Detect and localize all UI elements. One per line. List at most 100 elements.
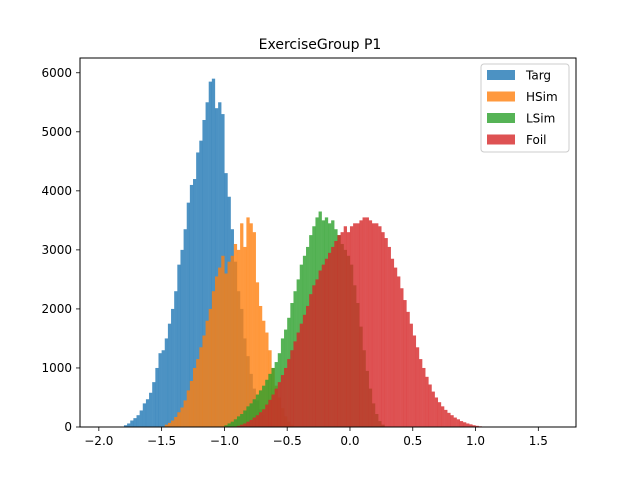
histogram-bar [136, 415, 140, 427]
histogram-bar [193, 179, 197, 427]
histogram-bar [246, 406, 250, 427]
histogram-bar [158, 353, 162, 427]
histogram-bar [224, 273, 228, 427]
histogram-bar [262, 409, 266, 427]
legend-box [480, 63, 570, 153]
histogram-bar [293, 341, 297, 427]
histogram-bar [249, 403, 253, 427]
histogram-bar [230, 255, 234, 427]
histogram-bar [425, 376, 429, 427]
histogram-bar [262, 320, 266, 427]
histogram-bar [415, 347, 420, 427]
histogram-bar [287, 359, 291, 427]
legend: Targ HSim LSim Foil [480, 63, 570, 153]
histogram-bar [437, 402, 442, 427]
histogram-bar [431, 391, 435, 427]
histogram-bar [205, 320, 209, 427]
histogram-bar [193, 367, 197, 427]
histogram-bar [180, 407, 184, 427]
histogram-bar [240, 414, 244, 427]
histogram-bar [177, 412, 181, 427]
histogram-bar [450, 415, 454, 427]
histogram-bar [268, 399, 272, 427]
histogram-bar [284, 367, 288, 427]
histogram-bar [189, 380, 194, 427]
histogram-bar [312, 285, 316, 427]
histogram-bar [469, 424, 473, 427]
histogram-bar [236, 416, 241, 427]
histogram-bar [321, 264, 326, 427]
histogram-bar [174, 416, 178, 427]
y-tick-label: 4000 [41, 184, 72, 198]
histogram-bar [174, 291, 178, 427]
histogram-bar [249, 419, 253, 427]
histogram-bar [199, 140, 203, 427]
histogram-bar [328, 252, 332, 427]
legend-item-foil: Foil [487, 133, 546, 147]
y-tick-label: 6000 [41, 66, 72, 80]
histogram-bar [233, 243, 238, 427]
histogram-bar [211, 291, 216, 427]
histogram-bar [441, 406, 445, 427]
histogram-bar [419, 359, 423, 427]
histogram-bar [243, 410, 247, 427]
histogram-bar [196, 359, 200, 427]
histogram-bar [306, 305, 310, 427]
histogram-bar [183, 229, 187, 427]
y-tick-label: 2000 [41, 302, 72, 316]
histogram-bar [296, 332, 300, 427]
histogram-bar [171, 308, 175, 427]
histogram-bar [472, 425, 476, 427]
histogram-bar [202, 335, 206, 427]
histogram-bar [353, 223, 357, 427]
y-tick-label: 1000 [41, 361, 72, 375]
histogram-bar [362, 217, 366, 427]
legend-swatch [487, 70, 515, 80]
x-tick-label: 0.0 [340, 434, 359, 448]
histogram-bar [324, 258, 329, 427]
histogram-bar [243, 246, 247, 427]
histogram-bar [186, 390, 191, 427]
histogram-bar [255, 415, 260, 427]
histogram-bar [368, 220, 373, 427]
histogram-bar [252, 232, 256, 427]
histogram-bar [258, 390, 263, 427]
histogram-bar [142, 403, 147, 427]
histogram-bar [337, 235, 341, 427]
histogram-bar [462, 422, 467, 427]
y-tick-label: 5000 [41, 125, 72, 139]
histogram-bar [246, 217, 250, 427]
histogram-bar [428, 384, 432, 427]
histogram-bar [218, 102, 222, 427]
histogram-bar [334, 241, 338, 427]
histogram-bar [258, 412, 263, 427]
x-tick-label: 1.0 [466, 434, 485, 448]
x-tick-label: −1.0 [210, 434, 239, 448]
x-tick-label: −1.5 [147, 434, 176, 448]
histogram-bar [240, 424, 244, 427]
histogram-bar [202, 119, 206, 428]
histogram-bar [186, 202, 191, 427]
histogram-bar [274, 388, 278, 427]
legend-item-targ: Targ [487, 69, 551, 83]
histogram-bar [139, 410, 143, 427]
series-foil [236, 217, 486, 427]
histogram-bar [133, 418, 137, 427]
histogram-bar [384, 238, 388, 427]
histogram-bar [271, 394, 275, 427]
histogram-bar [155, 367, 159, 427]
histogram-bar [456, 419, 460, 427]
histogram-bar [196, 152, 200, 427]
histogram-bar [331, 246, 335, 427]
histogram-bar [243, 423, 247, 427]
x-tick-label: 0.5 [403, 434, 422, 448]
chart-title: ExerciseGroup P1 [259, 37, 382, 53]
legend-swatch [487, 113, 515, 123]
histogram-bar [397, 276, 401, 427]
histogram-bar [164, 338, 169, 427]
histogram-bar [299, 323, 304, 427]
legend-item-hsim: HSim [487, 90, 558, 104]
histogram-bar [400, 288, 404, 427]
histogram-bar [359, 220, 363, 427]
